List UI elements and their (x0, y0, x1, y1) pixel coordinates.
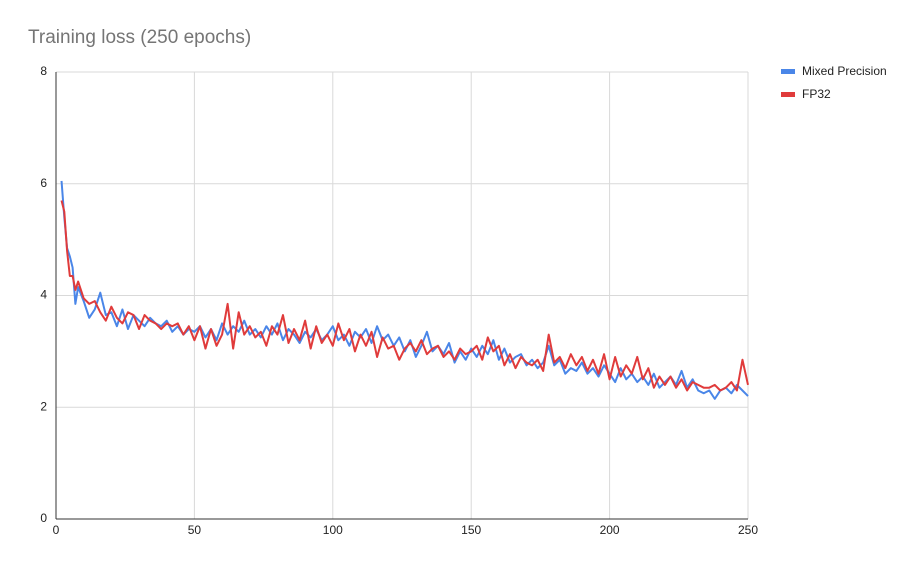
legend-swatch (781, 92, 795, 97)
y-tick-label: 8 (40, 64, 47, 78)
x-tick-label: 200 (600, 523, 620, 537)
x-tick-label: 250 (738, 523, 758, 537)
y-tick-label: 0 (40, 511, 47, 525)
legend-label: Mixed Precision (802, 64, 887, 78)
line-series (60, 180, 749, 400)
legend-label: FP32 (802, 87, 831, 101)
y-tick-label: 2 (40, 399, 47, 413)
chart-title: Training loss (250 epochs) (28, 27, 251, 48)
x-tick-label: 150 (461, 523, 481, 537)
x-tick-label: 100 (323, 523, 343, 537)
x-tick-label: 50 (188, 523, 202, 537)
legend-swatch (781, 69, 795, 74)
y-tick-label: 4 (40, 288, 47, 302)
y-tick-label: 6 (40, 176, 47, 190)
line-series (60, 200, 749, 392)
x-tick-label: 0 (53, 523, 60, 537)
